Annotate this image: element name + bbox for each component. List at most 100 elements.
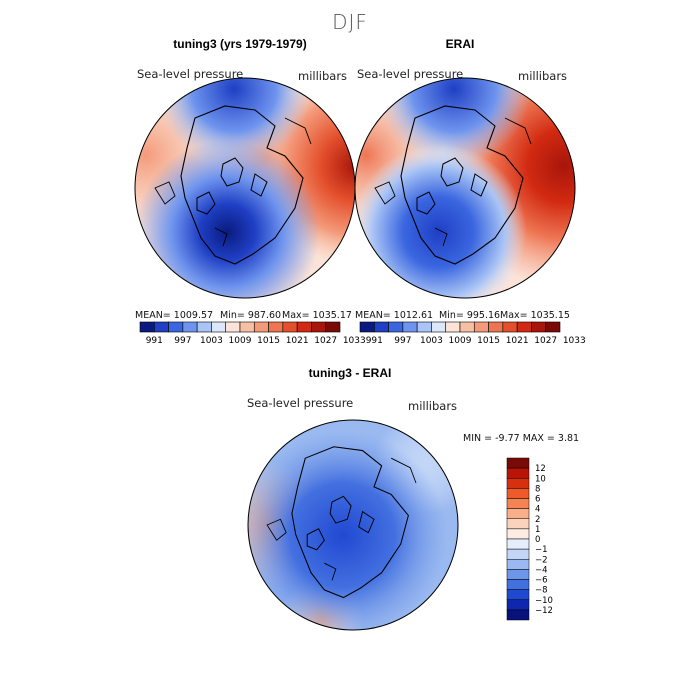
panel3-colorbar-swatch <box>506 569 530 580</box>
panel2-colorbar: 991 997 1003 1009 1015 1021 1027 1033 <box>359 321 586 346</box>
panel1-colorbar-swatch <box>182 321 198 333</box>
panel1-colorbar-tick-label: 1003 <box>200 336 223 346</box>
panel1-mean: MEAN= 1009.57 <box>135 310 214 321</box>
panel2-colorbar-tick-label: 1027 <box>534 336 557 346</box>
panel2-colorbar-tick-label: 1021 <box>506 336 529 346</box>
panel3-colorbar-tick-label: −6 <box>535 576 548 586</box>
panel3-colorbar-tick-label: 10 <box>535 474 546 484</box>
panel3-minmax: MIN = -9.77 MAX = 3.81 <box>463 433 580 444</box>
panel2-colorbar-swatch <box>388 321 404 333</box>
panel1-map <box>135 78 355 298</box>
panel3-colorbar-tick-label: −8 <box>535 586 548 596</box>
panel3-colorbar-tick-label: 6 <box>535 495 540 505</box>
panel1-title: tuning3 (yrs 1979-1979) <box>173 37 307 51</box>
panel1-colorbar-swatch <box>268 321 284 333</box>
panel1-colorbar-swatch <box>196 321 212 333</box>
panel2-colorbar-swatch <box>416 321 432 333</box>
panel3-colorbar-swatch <box>506 467 530 479</box>
panel3-title: tuning3 - ERAI <box>308 366 392 380</box>
panel3-colorbar-swatch <box>506 589 530 600</box>
panel2-max: Max= 1035.15 <box>500 310 570 321</box>
panel1-colorbar-swatch <box>325 321 341 333</box>
panel2-map <box>355 78 575 298</box>
panel2-mean: MEAN= 1012.61 <box>355 310 434 321</box>
panel1-colorbar-tick-label: 997 <box>174 336 191 346</box>
panel3-colorbar-tick-label: 4 <box>535 505 540 515</box>
panel3-colorbar-swatch <box>506 508 530 519</box>
panel1-colorbar-swatch <box>239 321 255 333</box>
panel2-colorbar-swatch <box>431 321 447 333</box>
panel3-colorbar-swatch <box>506 609 530 621</box>
panel2-title: ERAI <box>445 37 475 51</box>
panel2-colorbar-swatch <box>373 321 389 333</box>
panel3-colorbar-tick-label: 1 <box>535 525 540 535</box>
panel3-colorbar-tick-label: 8 <box>535 484 540 494</box>
panel2-colorbar-swatch <box>488 321 504 333</box>
panel2-colorbar-swatch <box>545 321 561 333</box>
panel3-colorbar-swatch <box>506 579 530 590</box>
panel3-variable-label: Sea-level pressure <box>247 396 354 410</box>
panel3-colorbar-swatch <box>506 478 530 489</box>
panel2-colorbar-tick-label: 1033 <box>563 336 586 346</box>
panel1-colorbar-swatch <box>211 321 227 333</box>
panel2-colorbar-tick-label: 1015 <box>477 336 500 346</box>
panel2-colorbar-swatch <box>445 321 461 333</box>
panel2-colorbar-swatch <box>516 321 532 333</box>
panel3-colorbar-tick-label: −12 <box>535 606 553 616</box>
figure-title: DJF <box>332 10 368 34</box>
panel3-colorbar-swatch <box>506 518 530 530</box>
panel1-variable-label: Sea-level pressure <box>137 67 244 81</box>
panel3-colorbar-tick-label: 0 <box>535 535 540 545</box>
panel1-units-label: millibars <box>298 69 348 83</box>
panel1-colorbar-swatch <box>296 321 312 333</box>
panel3-colorbar-tick-label: −4 <box>535 565 548 575</box>
panel2-colorbar-swatch <box>359 321 375 333</box>
panel1-colorbar-swatch <box>168 321 184 333</box>
panel1-colorbar-tick-label: 1021 <box>286 336 309 346</box>
panel3-colorbar-tick-label: −1 <box>535 545 548 555</box>
panel1-max: Max= 1035.17 <box>282 310 352 321</box>
panel3-map-border <box>247 419 459 631</box>
panel3-colorbar-swatch <box>506 528 530 540</box>
panel2-colorbar-swatch <box>473 321 489 333</box>
panel2-colorbar-swatch <box>502 321 518 333</box>
panel2-units-label: millibars <box>518 69 568 83</box>
panel1-colorbar-tick-label: 991 <box>146 336 163 346</box>
panel2-map-border <box>354 77 576 299</box>
panel3-colorbar-swatch <box>506 538 530 550</box>
panel1-colorbar-swatch <box>282 321 298 333</box>
panel2-colorbar-swatch <box>459 321 475 333</box>
panel1-colorbar-tick-label: 1009 <box>229 336 252 346</box>
panel3-units-label: millibars <box>408 399 458 413</box>
panel3-colorbar-swatch <box>506 498 530 509</box>
panel1-colorbar-swatch <box>153 321 169 333</box>
panel2-colorbar-tick-label: 1003 <box>420 336 443 346</box>
panel2-min: Min= 995.16 <box>439 310 501 321</box>
panel1-min: Min= 987.60 <box>220 310 282 321</box>
panel3-colorbar-swatch <box>506 548 530 560</box>
panel3-colorbar-swatch <box>506 599 530 611</box>
panel1-colorbar-swatch <box>253 321 269 333</box>
panel2-colorbar-swatch <box>402 321 418 333</box>
panel2-colorbar-swatch <box>531 321 547 333</box>
panel3-colorbar-swatch <box>506 559 530 570</box>
panel3-colorbar-tick-label: 2 <box>535 515 540 525</box>
panel1-colorbar: 991 997 1003 1009 1015 1021 1027 1033 <box>139 321 366 346</box>
panel2-colorbar-tick-label: 991 <box>366 336 383 346</box>
panel3-colorbar-tick-label: −10 <box>535 596 553 606</box>
panel3-colorbar-swatch <box>506 488 530 499</box>
panel1-colorbar-swatch <box>225 321 241 333</box>
panel1-colorbar-tick-label: 1015 <box>257 336 280 346</box>
panel1-colorbar-tick-label: 1033 <box>343 336 366 346</box>
panel3-colorbar-tick-label: −2 <box>535 555 548 565</box>
panel1-colorbar-swatch <box>139 321 155 333</box>
panel2-colorbar-tick-label: 997 <box>394 336 411 346</box>
panel2-variable-label: Sea-level pressure <box>357 67 464 81</box>
panel2-colorbar-tick-label: 1009 <box>449 336 472 346</box>
panel3-colorbar-tick-label: 12 <box>535 464 546 474</box>
panel3-map <box>248 420 458 630</box>
panel1-colorbar-swatch <box>311 321 327 333</box>
panel1-colorbar-tick-label: 1027 <box>314 336 337 346</box>
